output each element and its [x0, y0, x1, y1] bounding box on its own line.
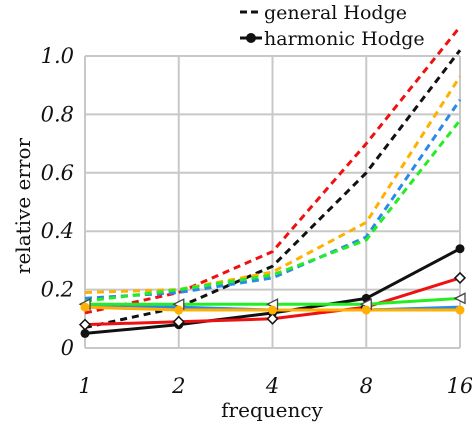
y-tick-label: 0.4 [41, 219, 74, 243]
x-tick-labels: 1 2 4 8 16 [78, 374, 472, 398]
legend-label-harmonic: harmonic Hodge [264, 28, 425, 50]
y-tick-label: 0.2 [41, 278, 74, 302]
general-hodge-line-2 [84, 75, 462, 295]
y-tick-label: 0 [61, 336, 74, 360]
y-tick-label: 0.8 [41, 102, 74, 126]
x-tick-label: 8 [360, 374, 373, 398]
data-point [361, 305, 371, 315]
series-markers [78, 244, 467, 338]
y-tick-label: 0.6 [41, 161, 74, 185]
general-hodge-line-4 [84, 119, 462, 303]
data-point [266, 312, 279, 325]
data-point [174, 305, 184, 315]
general-hodge-line-1 [84, 49, 462, 330]
y-axis-label: relative error [11, 137, 35, 274]
data-point [455, 244, 465, 254]
legend: general Hodge harmonic Hodge [240, 2, 425, 50]
legend-marker-harmonic [246, 33, 256, 43]
legend-label-general: general Hodge [264, 2, 407, 24]
x-tick-label: 4 [265, 374, 279, 398]
x-axis-label: frequency [221, 398, 323, 422]
x-tick-label: 1 [78, 374, 91, 398]
data-point [80, 328, 90, 338]
y-tick-label: 1.0 [41, 44, 74, 68]
data-point [80, 302, 90, 312]
x-tick-label: 16 [447, 374, 472, 398]
data-point [453, 271, 467, 284]
data-point [172, 315, 185, 328]
data-point [453, 292, 466, 305]
general-hodge-line-0 [84, 25, 462, 315]
data-point [268, 305, 277, 315]
data-point [78, 318, 92, 331]
data-point [455, 305, 465, 315]
x-tick-label: 2 [171, 374, 185, 398]
y-tick-labels: 0 0.2 0.4 0.6 0.8 1.0 [41, 44, 74, 360]
